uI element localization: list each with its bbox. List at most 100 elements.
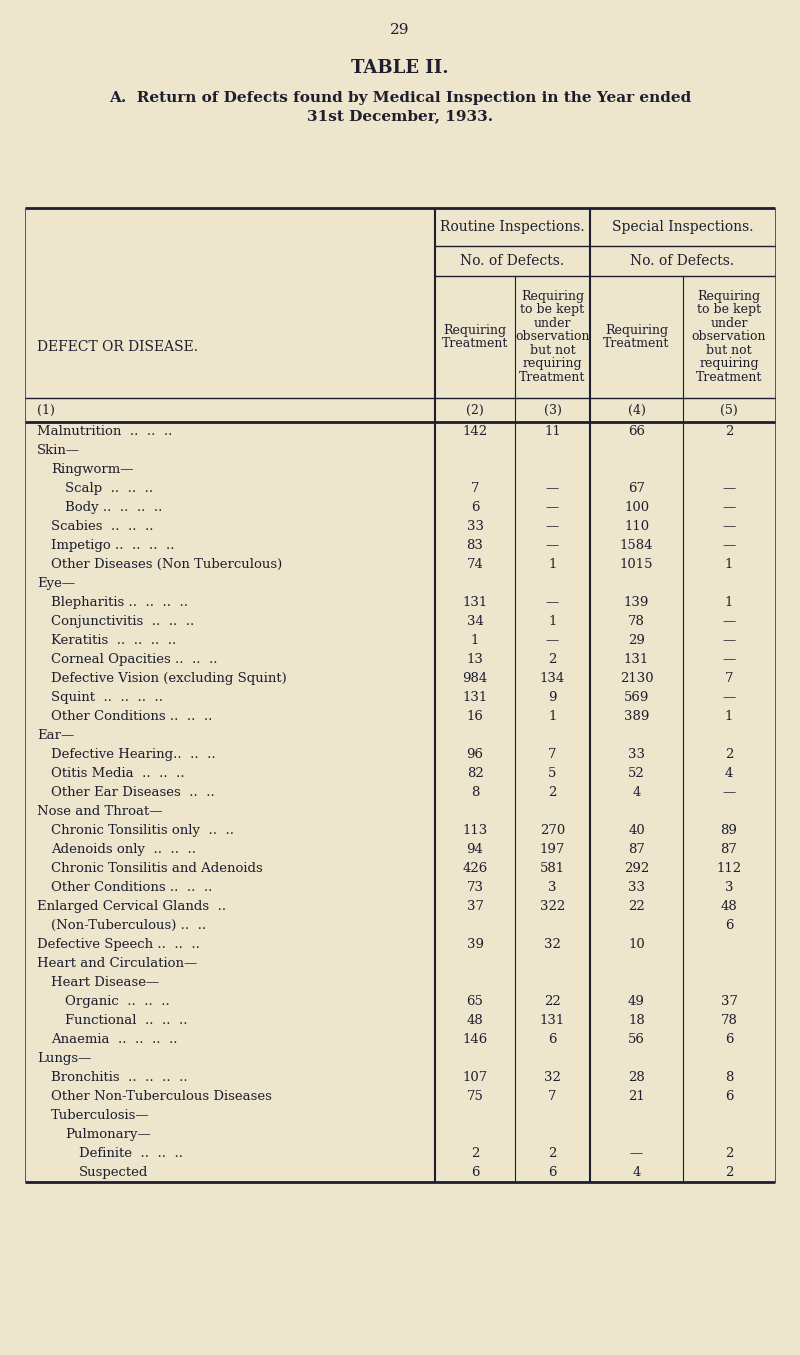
Text: No. of Defects.: No. of Defects. xyxy=(630,253,734,268)
Text: (5): (5) xyxy=(720,404,738,416)
Text: 8: 8 xyxy=(471,786,479,799)
Text: 113: 113 xyxy=(462,824,488,837)
Text: Heart and Circulation—: Heart and Circulation— xyxy=(37,957,198,970)
Text: 6: 6 xyxy=(725,1033,734,1046)
Text: Blepharitis ..  ..  ..  ..: Blepharitis .. .. .. .. xyxy=(51,596,188,608)
Text: Other Non-Tuberculous Diseases: Other Non-Tuberculous Diseases xyxy=(51,1089,272,1103)
Text: Treatment: Treatment xyxy=(519,371,586,383)
Text: 7: 7 xyxy=(548,748,557,762)
Text: under: under xyxy=(710,317,748,331)
Text: 2130: 2130 xyxy=(620,672,654,686)
Text: —: — xyxy=(722,539,736,551)
Text: 4: 4 xyxy=(632,786,641,799)
Text: 2: 2 xyxy=(725,1167,733,1179)
Text: (3): (3) xyxy=(543,404,562,416)
Text: Other Conditions ..  ..  ..: Other Conditions .. .. .. xyxy=(51,710,212,724)
Text: 142: 142 xyxy=(462,425,487,438)
Text: 107: 107 xyxy=(462,1070,488,1084)
Text: Treatment: Treatment xyxy=(696,371,762,383)
Text: 48: 48 xyxy=(466,1014,483,1027)
Text: 2: 2 xyxy=(548,1146,557,1160)
Text: 7: 7 xyxy=(725,672,734,686)
Text: requiring: requiring xyxy=(522,358,582,370)
Text: Heart Disease—: Heart Disease— xyxy=(51,976,159,989)
Text: Treatment: Treatment xyxy=(442,337,508,350)
Text: 4: 4 xyxy=(725,767,733,780)
Text: 13: 13 xyxy=(466,653,483,667)
Text: Scabies  ..  ..  ..: Scabies .. .. .. xyxy=(51,520,154,533)
Text: 146: 146 xyxy=(462,1033,488,1046)
Text: 581: 581 xyxy=(540,862,565,875)
Text: 1: 1 xyxy=(471,634,479,646)
Text: No. of Defects.: No. of Defects. xyxy=(461,253,565,268)
Text: —: — xyxy=(546,501,559,514)
Text: Skin—: Skin— xyxy=(37,444,80,457)
Text: 131: 131 xyxy=(540,1014,565,1027)
Text: 3: 3 xyxy=(725,881,734,894)
Text: Requiring: Requiring xyxy=(698,290,761,304)
Text: —: — xyxy=(546,539,559,551)
Text: 66: 66 xyxy=(628,425,645,438)
Text: 5: 5 xyxy=(548,767,557,780)
Text: (4): (4) xyxy=(627,404,646,416)
Text: 112: 112 xyxy=(717,862,742,875)
Text: Body ..  ..  ..  ..: Body .. .. .. .. xyxy=(65,501,162,514)
Text: 18: 18 xyxy=(628,1014,645,1027)
Text: Suspected: Suspected xyxy=(79,1167,148,1179)
Text: TABLE II.: TABLE II. xyxy=(351,60,449,77)
Text: Eye—: Eye— xyxy=(37,577,75,589)
Text: 134: 134 xyxy=(540,672,565,686)
Text: 16: 16 xyxy=(466,710,483,724)
Text: 6: 6 xyxy=(548,1167,557,1179)
Text: Special Inspections.: Special Inspections. xyxy=(612,220,754,234)
Text: 4: 4 xyxy=(632,1167,641,1179)
Text: Impetigo ..  ..  ..  ..: Impetigo .. .. .. .. xyxy=(51,539,174,551)
Text: 2: 2 xyxy=(548,786,557,799)
Text: —: — xyxy=(722,501,736,514)
Text: 270: 270 xyxy=(540,824,565,837)
Text: 7: 7 xyxy=(470,482,479,495)
Text: —: — xyxy=(722,482,736,495)
Text: 426: 426 xyxy=(462,862,488,875)
Text: 389: 389 xyxy=(624,710,649,724)
Text: but not: but not xyxy=(530,344,575,356)
Text: 1: 1 xyxy=(548,558,557,570)
Text: Defective Speech ..  ..  ..: Defective Speech .. .. .. xyxy=(37,938,200,951)
Text: 82: 82 xyxy=(466,767,483,780)
Text: Routine Inspections.: Routine Inspections. xyxy=(440,220,585,234)
Text: 78: 78 xyxy=(721,1014,738,1027)
Text: to be kept: to be kept xyxy=(521,304,585,317)
Text: 87: 87 xyxy=(721,843,738,856)
Text: 33: 33 xyxy=(466,520,483,533)
Text: —: — xyxy=(546,520,559,533)
Text: 131: 131 xyxy=(462,596,488,608)
Text: (Non-Tuberculous) ..  ..: (Non-Tuberculous) .. .. xyxy=(51,919,206,932)
Text: 29: 29 xyxy=(628,634,645,646)
Text: 139: 139 xyxy=(624,596,649,608)
Text: Other Diseases (Non Tuberculous): Other Diseases (Non Tuberculous) xyxy=(51,558,282,570)
Text: Bronchitis  ..  ..  ..  ..: Bronchitis .. .. .. .. xyxy=(51,1070,188,1084)
Text: Other Ear Diseases  ..  ..: Other Ear Diseases .. .. xyxy=(51,786,214,799)
Text: A.  Return of Defects found by Medical Inspection in the Year ended: A. Return of Defects found by Medical In… xyxy=(109,91,691,104)
Text: to be kept: to be kept xyxy=(697,304,761,317)
Text: 8: 8 xyxy=(725,1070,733,1084)
Text: Treatment: Treatment xyxy=(603,337,670,350)
Text: observation: observation xyxy=(515,331,590,344)
Text: Enlarged Cervical Glands  ..: Enlarged Cervical Glands .. xyxy=(37,900,226,913)
Text: 131: 131 xyxy=(462,691,488,705)
Text: 110: 110 xyxy=(624,520,649,533)
Text: 6: 6 xyxy=(725,919,734,932)
Text: 33: 33 xyxy=(628,881,645,894)
Text: 2: 2 xyxy=(725,425,733,438)
Text: 292: 292 xyxy=(624,862,649,875)
Text: Scalp  ..  ..  ..: Scalp .. .. .. xyxy=(65,482,153,495)
Text: 29: 29 xyxy=(390,23,410,37)
Text: 2: 2 xyxy=(725,748,733,762)
Text: 39: 39 xyxy=(466,938,483,951)
Text: 22: 22 xyxy=(628,900,645,913)
Text: —: — xyxy=(546,596,559,608)
Text: 11: 11 xyxy=(544,425,561,438)
Text: 32: 32 xyxy=(544,938,561,951)
Text: 87: 87 xyxy=(628,843,645,856)
Text: 1: 1 xyxy=(548,710,557,724)
